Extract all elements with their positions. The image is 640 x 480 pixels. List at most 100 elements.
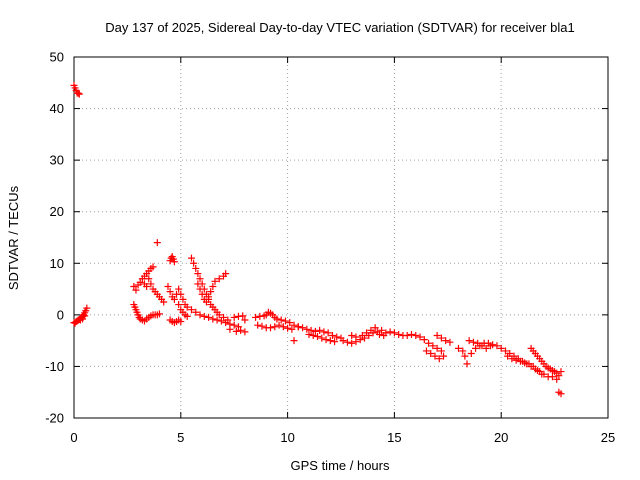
grid-lines	[74, 57, 608, 418]
data-point	[446, 338, 454, 346]
data-point	[215, 311, 223, 319]
data-point	[198, 290, 206, 298]
axis-ticks: 0 5 10 15 20 25 -20 -10 0 10 20 30 40 50	[45, 50, 615, 446]
data-point	[279, 323, 287, 331]
data-point	[440, 352, 448, 360]
series-early-spike	[70, 81, 83, 98]
data-point	[239, 312, 247, 320]
data-point	[553, 375, 561, 383]
data-point	[143, 282, 151, 290]
data-point	[273, 315, 281, 323]
data-point	[326, 337, 334, 345]
series-sat-c	[153, 239, 191, 327]
data-point	[348, 331, 356, 339]
data-point	[299, 324, 307, 332]
x-tick-label: 15	[387, 430, 401, 445]
x-tick-label: 25	[601, 430, 615, 445]
data-point	[175, 285, 183, 293]
data-point	[390, 329, 398, 337]
data-point	[200, 312, 208, 320]
y-tick-label: 0	[57, 307, 64, 322]
data-point	[254, 321, 262, 329]
data-point	[294, 323, 302, 331]
data-point	[192, 264, 200, 272]
data-point	[478, 342, 486, 350]
data-point	[209, 315, 217, 323]
y-tick-label: 50	[50, 50, 64, 65]
data-point	[196, 275, 204, 283]
data-point	[425, 339, 433, 347]
data-point	[160, 298, 168, 306]
series-sat-i	[382, 328, 454, 363]
data-point	[435, 355, 443, 363]
data-point	[194, 280, 202, 288]
x-tick-label: 5	[177, 430, 184, 445]
data-point	[153, 239, 161, 247]
data-point	[303, 325, 311, 333]
data-points	[70, 81, 565, 398]
series-sat-h	[339, 324, 388, 347]
data-point	[433, 344, 441, 352]
data-point	[427, 350, 435, 358]
data-point	[512, 356, 520, 364]
data-point	[145, 275, 153, 283]
data-point	[252, 313, 260, 321]
data-point	[267, 324, 275, 332]
data-point	[318, 334, 326, 342]
data-point	[555, 372, 563, 380]
series-sat-l	[527, 344, 565, 398]
data-point	[343, 338, 351, 346]
data-point	[222, 270, 230, 278]
data-point	[258, 322, 266, 330]
data-point	[358, 331, 366, 339]
data-point	[155, 310, 163, 318]
data-point	[472, 344, 480, 352]
data-point	[497, 344, 505, 352]
data-point	[331, 338, 339, 346]
data-point	[170, 295, 178, 303]
data-point	[429, 342, 437, 350]
y-tick-label: -10	[45, 359, 64, 374]
series-sat-g	[294, 323, 345, 346]
data-point	[454, 344, 462, 352]
data-point	[386, 328, 394, 336]
data-point	[277, 316, 285, 324]
data-point	[288, 325, 296, 333]
data-point	[508, 355, 516, 363]
data-point	[557, 368, 565, 376]
data-point	[431, 352, 439, 360]
data-point	[474, 339, 482, 347]
data-point	[529, 362, 537, 370]
data-point	[241, 328, 249, 336]
data-point	[465, 337, 473, 345]
data-point	[286, 319, 294, 327]
series-sat-j	[454, 337, 501, 368]
data-point	[521, 359, 529, 367]
series-sat-k	[497, 344, 556, 381]
data-point	[407, 330, 415, 338]
data-point	[130, 282, 138, 290]
data-point	[230, 313, 238, 321]
data-point	[237, 326, 245, 334]
data-point	[305, 330, 313, 338]
data-point	[352, 333, 360, 341]
data-point	[281, 317, 289, 325]
data-point	[234, 323, 242, 331]
data-point	[213, 316, 221, 324]
data-point	[202, 298, 210, 306]
data-point	[136, 278, 144, 286]
data-point	[241, 316, 249, 324]
series-sat-e	[187, 306, 249, 336]
data-point	[363, 329, 371, 337]
data-point	[205, 313, 213, 321]
data-point	[422, 347, 430, 355]
data-point	[487, 342, 495, 350]
data-point	[215, 275, 223, 283]
data-point	[179, 295, 187, 303]
chart-title: Day 137 of 2025, Sidereal Day-to-day VTE…	[105, 20, 574, 35]
data-point	[416, 333, 424, 341]
data-point	[177, 290, 185, 298]
y-tick-label: 40	[50, 101, 64, 116]
data-point	[461, 352, 469, 360]
